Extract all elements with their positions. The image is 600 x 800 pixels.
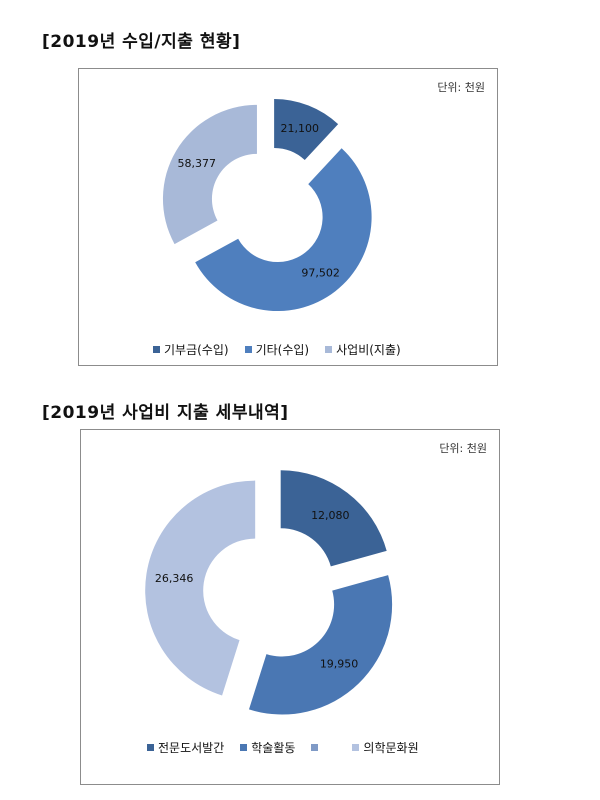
donut-slice	[274, 98, 339, 161]
donut-slice	[280, 470, 387, 567]
legend-label: 학술활동	[251, 741, 296, 755]
unit-label: 단위: 천원	[437, 81, 485, 94]
data-label: 12,080	[311, 509, 350, 522]
legend-swatch	[153, 346, 160, 353]
data-label: 26,346	[155, 572, 194, 585]
chart-legend: 기부금(수입) 기타(수입) 사업비(지출)	[153, 341, 417, 358]
unit-label: 단위: 천원	[439, 442, 487, 455]
legend-label: 의학문화원	[363, 741, 419, 755]
legend-swatch	[352, 744, 360, 751]
legend-swatch	[147, 744, 154, 751]
legend-swatch	[325, 346, 333, 353]
chart-legend: 전문도서발간 학술활동 의학문화원	[147, 739, 435, 756]
legend-label: 전문도서발간	[158, 741, 225, 755]
donut-slice	[248, 575, 393, 715]
donut-slice	[195, 148, 372, 312]
section-title-income-expense: [2019년 수입/지출 현황]	[42, 32, 241, 52]
income-expense-chart: 21,100 97,502 58,377 단위: 천원 기부금(수입) 기타(수입)…	[78, 68, 498, 366]
donut-chart-svg: 12,080 19,950 26,346	[145, 470, 393, 715]
legend-label: 기타(수입)	[255, 343, 310, 357]
data-label: 58,377	[177, 157, 216, 170]
legend-item-culture-center: 의학문화원	[352, 739, 419, 756]
legend-item-unlabeled	[311, 744, 322, 751]
legend-swatch	[244, 346, 252, 353]
donut-slice	[145, 480, 256, 696]
project-expense-chart: 12,080 19,950 26,346 단위: 천원 전문도서발간 학술활동 의학…	[80, 429, 500, 785]
legend-label: 기부금(수입)	[164, 343, 229, 357]
donut-chart-svg: 21,100 97,502 58,377	[162, 98, 372, 312]
legend-item-other-income: 기타(수입)	[244, 341, 310, 358]
legend-swatch	[240, 744, 248, 751]
data-label: 21,100	[280, 122, 319, 135]
legend-label: 사업비(지출)	[336, 343, 401, 357]
legend-item-donation: 기부금(수입)	[153, 341, 229, 358]
data-label: 19,950	[320, 658, 359, 671]
legend-item-project-expense: 사업비(지출)	[325, 341, 401, 358]
legend-swatch	[311, 744, 319, 751]
legend-item-academic: 학술활동	[240, 739, 295, 756]
section-title-project-breakdown: [2019년 사업비 지출 세부내역]	[42, 403, 289, 423]
legend-item-publishing: 전문도서발간	[147, 739, 224, 756]
data-label: 97,502	[301, 266, 340, 279]
donut-slice	[162, 104, 257, 245]
